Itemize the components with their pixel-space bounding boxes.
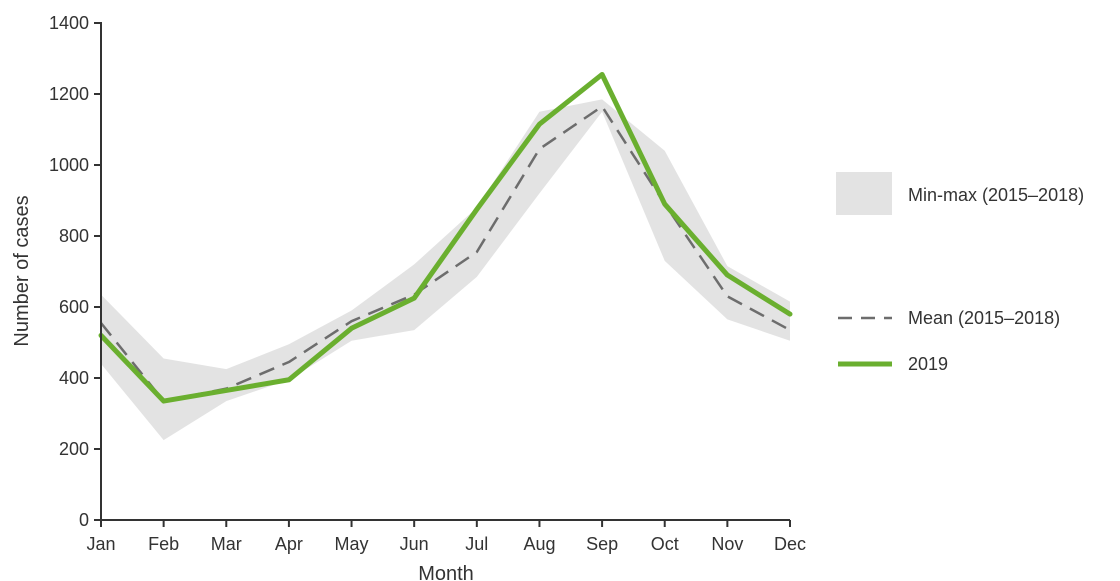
x-tick-label: Sep <box>586 534 618 554</box>
y-tick-label: 600 <box>59 297 89 317</box>
x-tick-label: Aug <box>523 534 555 554</box>
x-tick-label: Oct <box>651 534 679 554</box>
y-tick-label: 1400 <box>49 13 89 33</box>
y-ticks: 0 200 400 600 800 1000 1200 1400 <box>49 13 101 530</box>
x-tick-label: Feb <box>148 534 179 554</box>
y-tick-label: 1200 <box>49 84 89 104</box>
y-tick-label: 400 <box>59 368 89 388</box>
y-tick-label: 0 <box>79 510 89 530</box>
y-axis-title: Number of cases <box>11 195 33 346</box>
min-max-band <box>101 99 790 441</box>
x-axis-title: Month <box>418 563 474 581</box>
x-tick-label: Nov <box>711 534 743 554</box>
x-tick-label: Jan <box>86 534 115 554</box>
x-ticks: Jan Feb Mar Apr May Jun Jul Aug Sep Oct Nov Dec <box>86 520 806 554</box>
x-tick-label: Jun <box>400 534 429 554</box>
legend-2019-label: 2019 <box>908 354 948 374</box>
legend-band-swatch <box>836 172 892 215</box>
y-tick-label: 800 <box>59 226 89 246</box>
legend: Min-max (2015–2018) Mean (2015–2018) 201… <box>836 172 1084 374</box>
axes-layer <box>100 22 790 521</box>
legend-band-label: Min-max (2015–2018) <box>908 185 1084 205</box>
band-layer <box>101 99 790 441</box>
series-layer <box>98 71 793 404</box>
x-tick-label: May <box>335 534 369 554</box>
x-tick-label: Mar <box>211 534 242 554</box>
series-2019-line <box>98 71 793 404</box>
x-tick-label: Apr <box>275 534 303 554</box>
x-tick-label: Jul <box>465 534 488 554</box>
x-tick-label: Dec <box>774 534 806 554</box>
y-tick-label: 1000 <box>49 155 89 175</box>
y-tick-label: 200 <box>59 439 89 459</box>
legend-mean-label: Mean (2015–2018) <box>908 308 1060 328</box>
